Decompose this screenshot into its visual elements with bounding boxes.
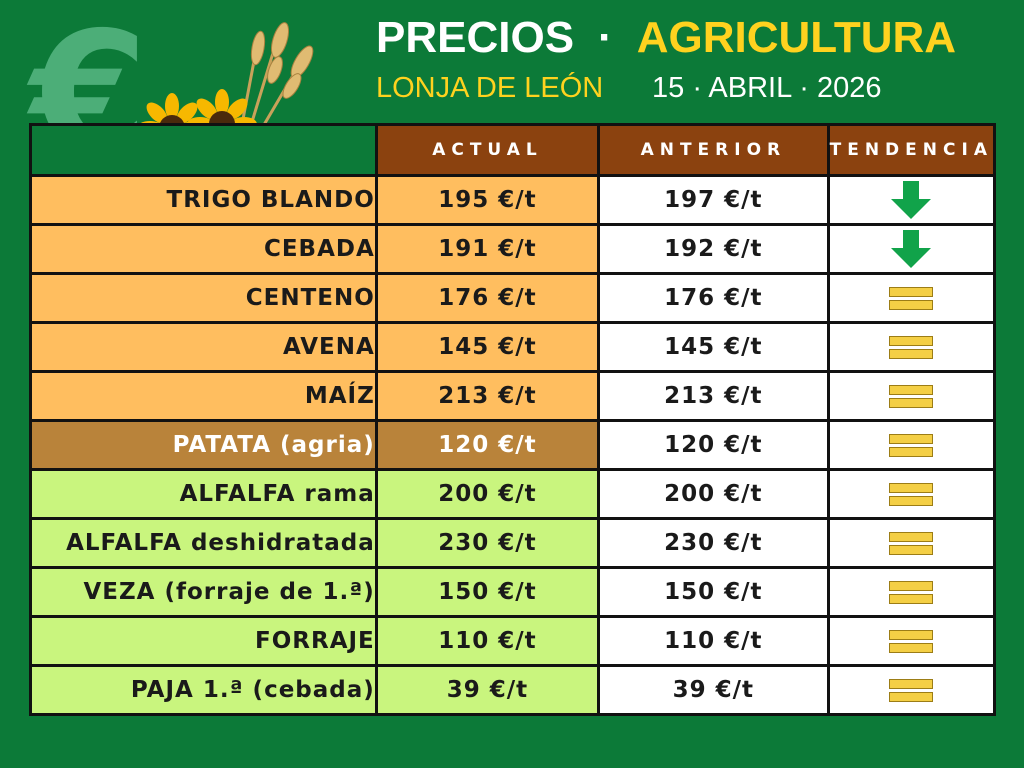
table-row: VEZA (forraje de 1.ª) 150 €/t 150 €/t [29,566,997,618]
column-header-actual: ACTUAL [374,123,601,177]
trend-cell [826,468,997,520]
product-name: PATATA (agria) [29,419,378,471]
column-header-anterior: ANTERIOR [597,123,830,177]
product-name: CEBADA [29,223,378,275]
table-row: AVENA 145 €/t 145 €/t [29,321,997,373]
product-name: VEZA (forraje de 1.ª) [29,566,378,618]
price-anterior: 200 €/t [597,468,830,520]
table-row: ALFALFA rama 200 €/t 200 €/t [29,468,997,520]
product-name: ALFALFA rama [29,468,378,520]
price-anterior: 230 €/t [597,517,830,569]
table-header-row: ACTUAL ANTERIOR TENDENCIA [29,123,997,177]
equal-sign-icon [889,382,934,411]
price-actual: 145 €/t [374,321,601,373]
equal-sign-icon [889,529,934,558]
trend-cell [826,615,997,667]
table-row: FORRAJE 110 €/t 110 €/t [29,615,997,667]
price-actual: 200 €/t [374,468,601,520]
table-row: PAJA 1.ª (cebada) 39 €/t 39 €/t [29,664,997,716]
down-arrow-icon [891,181,932,219]
equal-sign-icon [889,676,934,705]
trend-cell [826,272,997,324]
trend-cell [826,321,997,373]
price-table: ACTUAL ANTERIOR TENDENCIA TRIGO BLANDO 19… [29,123,997,716]
price-actual: 120 €/t [374,419,601,471]
price-anterior: 120 €/t [597,419,830,471]
equal-sign-icon [889,480,934,509]
report-date: 15 · ABRIL · 2026 [652,72,882,104]
product-name: FORRAJE [29,615,378,667]
price-anterior: 150 €/t [597,566,830,618]
trend-cell [826,566,997,618]
equal-sign-icon [889,284,934,313]
table-row: TRIGO BLANDO 195 €/t 197 €/t [29,174,997,226]
equal-sign-icon [889,333,934,362]
table-row: CEBADA 191 €/t 192 €/t [29,223,997,275]
price-actual: 110 €/t [374,615,601,667]
price-actual: 191 €/t [374,223,601,275]
price-actual: 230 €/t [374,517,601,569]
table-row: ALFALFA deshidratada 230 €/t 230 €/t [29,517,997,569]
title-word-precios: PRECIOS [376,13,575,62]
column-header-tendencia: TENDENCIA [826,123,997,177]
price-anterior: 110 €/t [597,615,830,667]
down-arrow-icon [891,230,932,268]
market-name: LONJA DE LEÓN [376,72,604,104]
title-word-agricultura: AGRICULTURA [636,13,957,62]
table-row: PATATA (agria) 120 €/t 120 €/t [29,419,997,471]
price-anterior: 145 €/t [597,321,830,373]
equal-sign-icon [889,431,934,460]
product-name: MAÍZ [29,370,378,422]
price-anterior: 176 €/t [597,272,830,324]
product-name: CENTENO [29,272,378,324]
price-anterior: 192 €/t [597,223,830,275]
table-row: CENTENO 176 €/t 176 €/t [29,272,997,324]
product-name: TRIGO BLANDO [29,174,378,226]
page-title: PRECIOS · AGRICULTURA [376,16,956,60]
trend-cell [826,223,997,275]
equal-sign-icon [889,578,934,607]
trend-cell [826,664,997,716]
price-actual: 195 €/t [374,174,601,226]
trend-cell [826,419,997,471]
table-row: MAÍZ 213 €/t 213 €/t [29,370,997,422]
equal-sign-icon [889,627,934,656]
product-name: AVENA [29,321,378,373]
trend-cell [826,370,997,422]
trend-cell [826,174,997,226]
product-name: PAJA 1.ª (cebada) [29,664,378,716]
corner-cell [29,123,378,177]
trend-cell [826,517,997,569]
price-anterior: 197 €/t [597,174,830,226]
price-rows: TRIGO BLANDO 195 €/t 197 €/t CEBADA 191 €/t 1… [29,174,997,716]
price-anterior: 39 €/t [597,664,830,716]
price-anterior: 213 €/t [597,370,830,422]
header: € [0,0,1024,180]
product-name: ALFALFA deshidratada [29,517,378,569]
price-actual: 213 €/t [374,370,601,422]
title-separator: · [598,13,613,62]
price-actual: 39 €/t [374,664,601,716]
price-actual: 176 €/t [374,272,601,324]
price-actual: 150 €/t [374,566,601,618]
